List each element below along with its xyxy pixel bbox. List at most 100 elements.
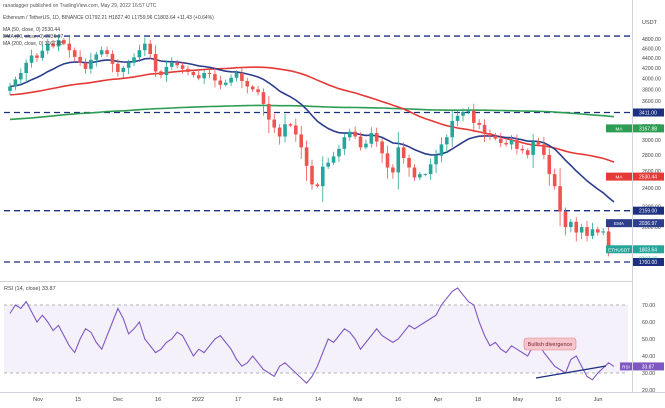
candle-body: [207, 73, 212, 75]
candle-body: [482, 124, 487, 134]
candle-body: [326, 162, 330, 167]
series-tag-value: 1803.64: [639, 247, 657, 253]
candle-body: [159, 71, 163, 76]
candle-body: [191, 71, 196, 76]
countdown-label: 07:03:13: [639, 255, 657, 260]
level-tag-label: 3411.00: [639, 111, 657, 117]
time-tick-label: 18: [475, 397, 481, 403]
divergence-trendline: [535, 365, 607, 379]
candle-body: [272, 119, 277, 128]
candle-body: [137, 50, 142, 58]
time-tick-label: 2022: [192, 397, 204, 403]
time-tick-label: Mar: [353, 397, 363, 403]
candle-body: [218, 80, 223, 85]
ma200-line: [9, 104, 615, 121]
price-tick-label: 4600.00: [642, 46, 661, 52]
candle-body: [504, 142, 508, 145]
publish-line: ranadagger published on TradingView.com,…: [3, 3, 157, 9]
candle-body: [223, 82, 228, 85]
indicator-ma50: MA (50, close, 0) 2530.44: [3, 27, 60, 33]
candle-body: [498, 138, 503, 143]
rsi-tick-label: 30.00: [642, 371, 655, 377]
candle-body: [455, 115, 460, 121]
candle-body: [294, 125, 298, 135]
candle-body: [283, 124, 287, 137]
candle-body: [590, 229, 595, 236]
rsi-title: RSI (14, close) 33.87: [4, 286, 56, 292]
time-tick-label: May: [513, 397, 524, 403]
candle-body: [423, 174, 428, 175]
candle-body: [121, 67, 126, 72]
price-tick-label: 2800.00: [642, 153, 661, 159]
time-tick-label: 16: [555, 397, 561, 403]
series-value-tag: [633, 124, 664, 133]
price-tick-label: 2600.00: [642, 169, 661, 175]
indicator-ma200: MA (200, close, 0) 3167.88: [3, 41, 63, 47]
candle-body: [412, 167, 417, 178]
indicator-ema20: EMA (20, close, 0) 2036.97: [3, 34, 64, 40]
candle-body: [606, 231, 611, 250]
candle-body: [531, 141, 535, 155]
time-tick-label: 17: [235, 397, 241, 403]
series-tag-value: 3167.88: [639, 126, 657, 132]
candle-body: [35, 55, 39, 58]
candle-body: [132, 57, 136, 63]
candle-body: [596, 229, 600, 233]
candle-body: [558, 186, 562, 212]
time-tick-label: Nov: [33, 397, 43, 403]
price-tick-label: 4800.00: [642, 37, 661, 43]
candle-body: [337, 148, 341, 157]
candle-body: [488, 133, 492, 136]
candle-body: [29, 55, 34, 63]
candle-body: [13, 79, 18, 87]
series-tag-name: ETHUSDT: [608, 247, 630, 252]
price-tick-label: 4000.00: [642, 76, 661, 82]
annotation-text: Bullish divergence: [528, 342, 573, 348]
candle-body: [520, 148, 525, 151]
candle-body: [385, 153, 390, 168]
candle-body: [277, 127, 282, 137]
candle-body: [116, 63, 120, 72]
candle-body: [569, 221, 573, 228]
rsi-tick-label: 40.00: [642, 354, 655, 360]
candle-body: [40, 50, 45, 58]
candle-body: [364, 143, 368, 148]
rsi-tick-label: 20.00: [642, 388, 655, 394]
candle-body: [83, 62, 88, 69]
candle-body: [369, 133, 374, 144]
candle-body: [51, 43, 55, 47]
candle-body: [72, 50, 77, 57]
rsi-tick-label: 70.00: [642, 303, 655, 309]
candle-body: [493, 135, 498, 139]
candle-body: [477, 122, 481, 125]
candle-body: [450, 120, 455, 138]
candle-body: [229, 77, 233, 83]
rsi-tag-value: 33.87: [642, 364, 655, 370]
candle-body: [434, 155, 438, 165]
candle-body: [78, 56, 82, 63]
candle-body: [418, 174, 422, 178]
candle-body: [563, 211, 568, 228]
series-tag: [606, 172, 632, 181]
candle-body: [407, 157, 411, 168]
level-tag-label: 1700.00: [639, 260, 657, 266]
candle-body: [234, 73, 239, 78]
candle-body: [245, 81, 250, 87]
candle-body: [428, 164, 433, 175]
candle-body: [196, 75, 201, 79]
series-tag: [606, 124, 632, 133]
candle-body: [126, 62, 131, 68]
candle-body: [466, 110, 471, 112]
symbol-line: Ethereum / TetherUS, 1D, BINANCE O1792.2…: [3, 15, 214, 21]
candle-body: [353, 131, 357, 137]
candle-body: [525, 150, 530, 155]
candle-body: [310, 165, 314, 185]
price-tick-label: 2400.00: [642, 186, 661, 192]
candle-body: [89, 59, 93, 69]
candle-body: [24, 62, 28, 74]
time-tick-label: 16: [155, 397, 161, 403]
candle-body: [110, 53, 115, 64]
candle-body: [261, 92, 266, 104]
